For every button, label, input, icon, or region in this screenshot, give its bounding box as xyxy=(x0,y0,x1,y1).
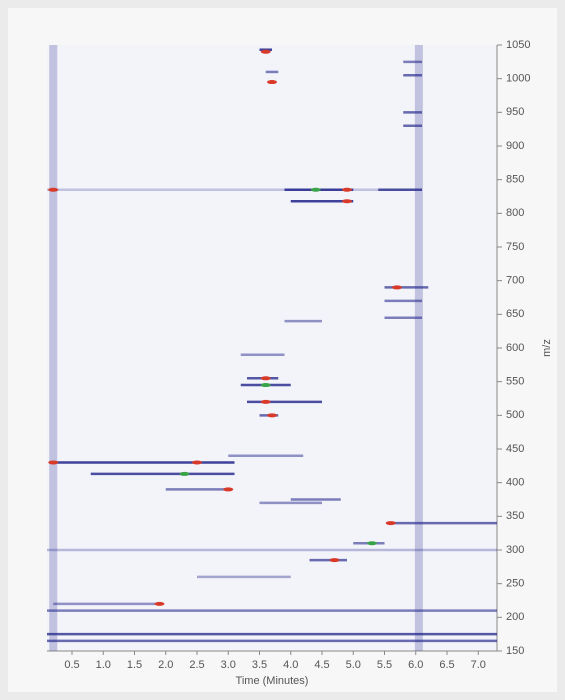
peak xyxy=(260,383,271,388)
y-tick-label: 250 xyxy=(506,578,524,590)
y-tick-label: 1000 xyxy=(506,73,530,85)
y-tick-label: 750 xyxy=(506,241,524,253)
y-tick-label: 300 xyxy=(506,544,524,556)
y-tick-label: 950 xyxy=(506,106,524,118)
x-tick-label: 1.5 xyxy=(127,659,142,671)
x-axis-label: Time (Minutes) xyxy=(236,675,309,687)
elution-band xyxy=(49,45,58,651)
x-tick-label: 5.5 xyxy=(377,659,392,671)
peak xyxy=(342,187,352,192)
x-tick-label: 7.0 xyxy=(471,659,486,671)
elution-band xyxy=(414,45,423,651)
peak xyxy=(48,460,59,465)
y-tick-label: 150 xyxy=(506,645,524,657)
y-tick-label: 600 xyxy=(506,342,524,354)
y-tick-label: 900 xyxy=(506,140,524,152)
peak xyxy=(260,49,271,54)
peak xyxy=(260,376,271,381)
x-tick-label: 3.5 xyxy=(252,659,267,671)
y-tick-label: 1050 xyxy=(506,39,530,51)
y-tick-label: 450 xyxy=(506,443,524,455)
peak xyxy=(223,487,234,492)
x-tick-label: 4.0 xyxy=(283,659,298,671)
peak xyxy=(385,521,396,526)
y-tick-label: 550 xyxy=(506,376,524,388)
peak xyxy=(154,601,165,606)
peak xyxy=(267,413,277,418)
y-tick-label: 500 xyxy=(506,409,524,421)
y-tick-label: 800 xyxy=(506,207,524,219)
y-tick-label: 650 xyxy=(506,308,524,320)
y-axis-label: m/z xyxy=(541,339,553,357)
y-tick-label: 350 xyxy=(506,510,524,522)
peak xyxy=(267,80,277,85)
plot-area xyxy=(47,45,497,651)
peak xyxy=(310,187,321,192)
x-tick-label: 4.5 xyxy=(314,659,329,671)
peak xyxy=(260,399,271,404)
x-tick-label: 5.0 xyxy=(346,659,361,671)
x-tick-label: 2.5 xyxy=(189,659,204,671)
x-tick-label: 6.5 xyxy=(439,659,454,671)
y-tick-label: 200 xyxy=(506,611,524,623)
y-tick-label: 850 xyxy=(506,174,524,186)
peak xyxy=(192,460,202,465)
peak xyxy=(48,187,59,192)
peak xyxy=(367,541,377,546)
x-tick-label: 2.0 xyxy=(158,659,173,671)
peak xyxy=(329,558,340,563)
peak xyxy=(179,471,190,476)
y-tick-label: 400 xyxy=(506,477,524,489)
peak xyxy=(392,285,402,290)
x-tick-label: 0.5 xyxy=(64,659,79,671)
x-tick-label: 3.0 xyxy=(221,659,236,671)
x-tick-label: 1.0 xyxy=(96,659,111,671)
y-tick-label: 700 xyxy=(506,275,524,287)
peak xyxy=(342,199,352,204)
x-tick-label: 6.0 xyxy=(408,659,423,671)
